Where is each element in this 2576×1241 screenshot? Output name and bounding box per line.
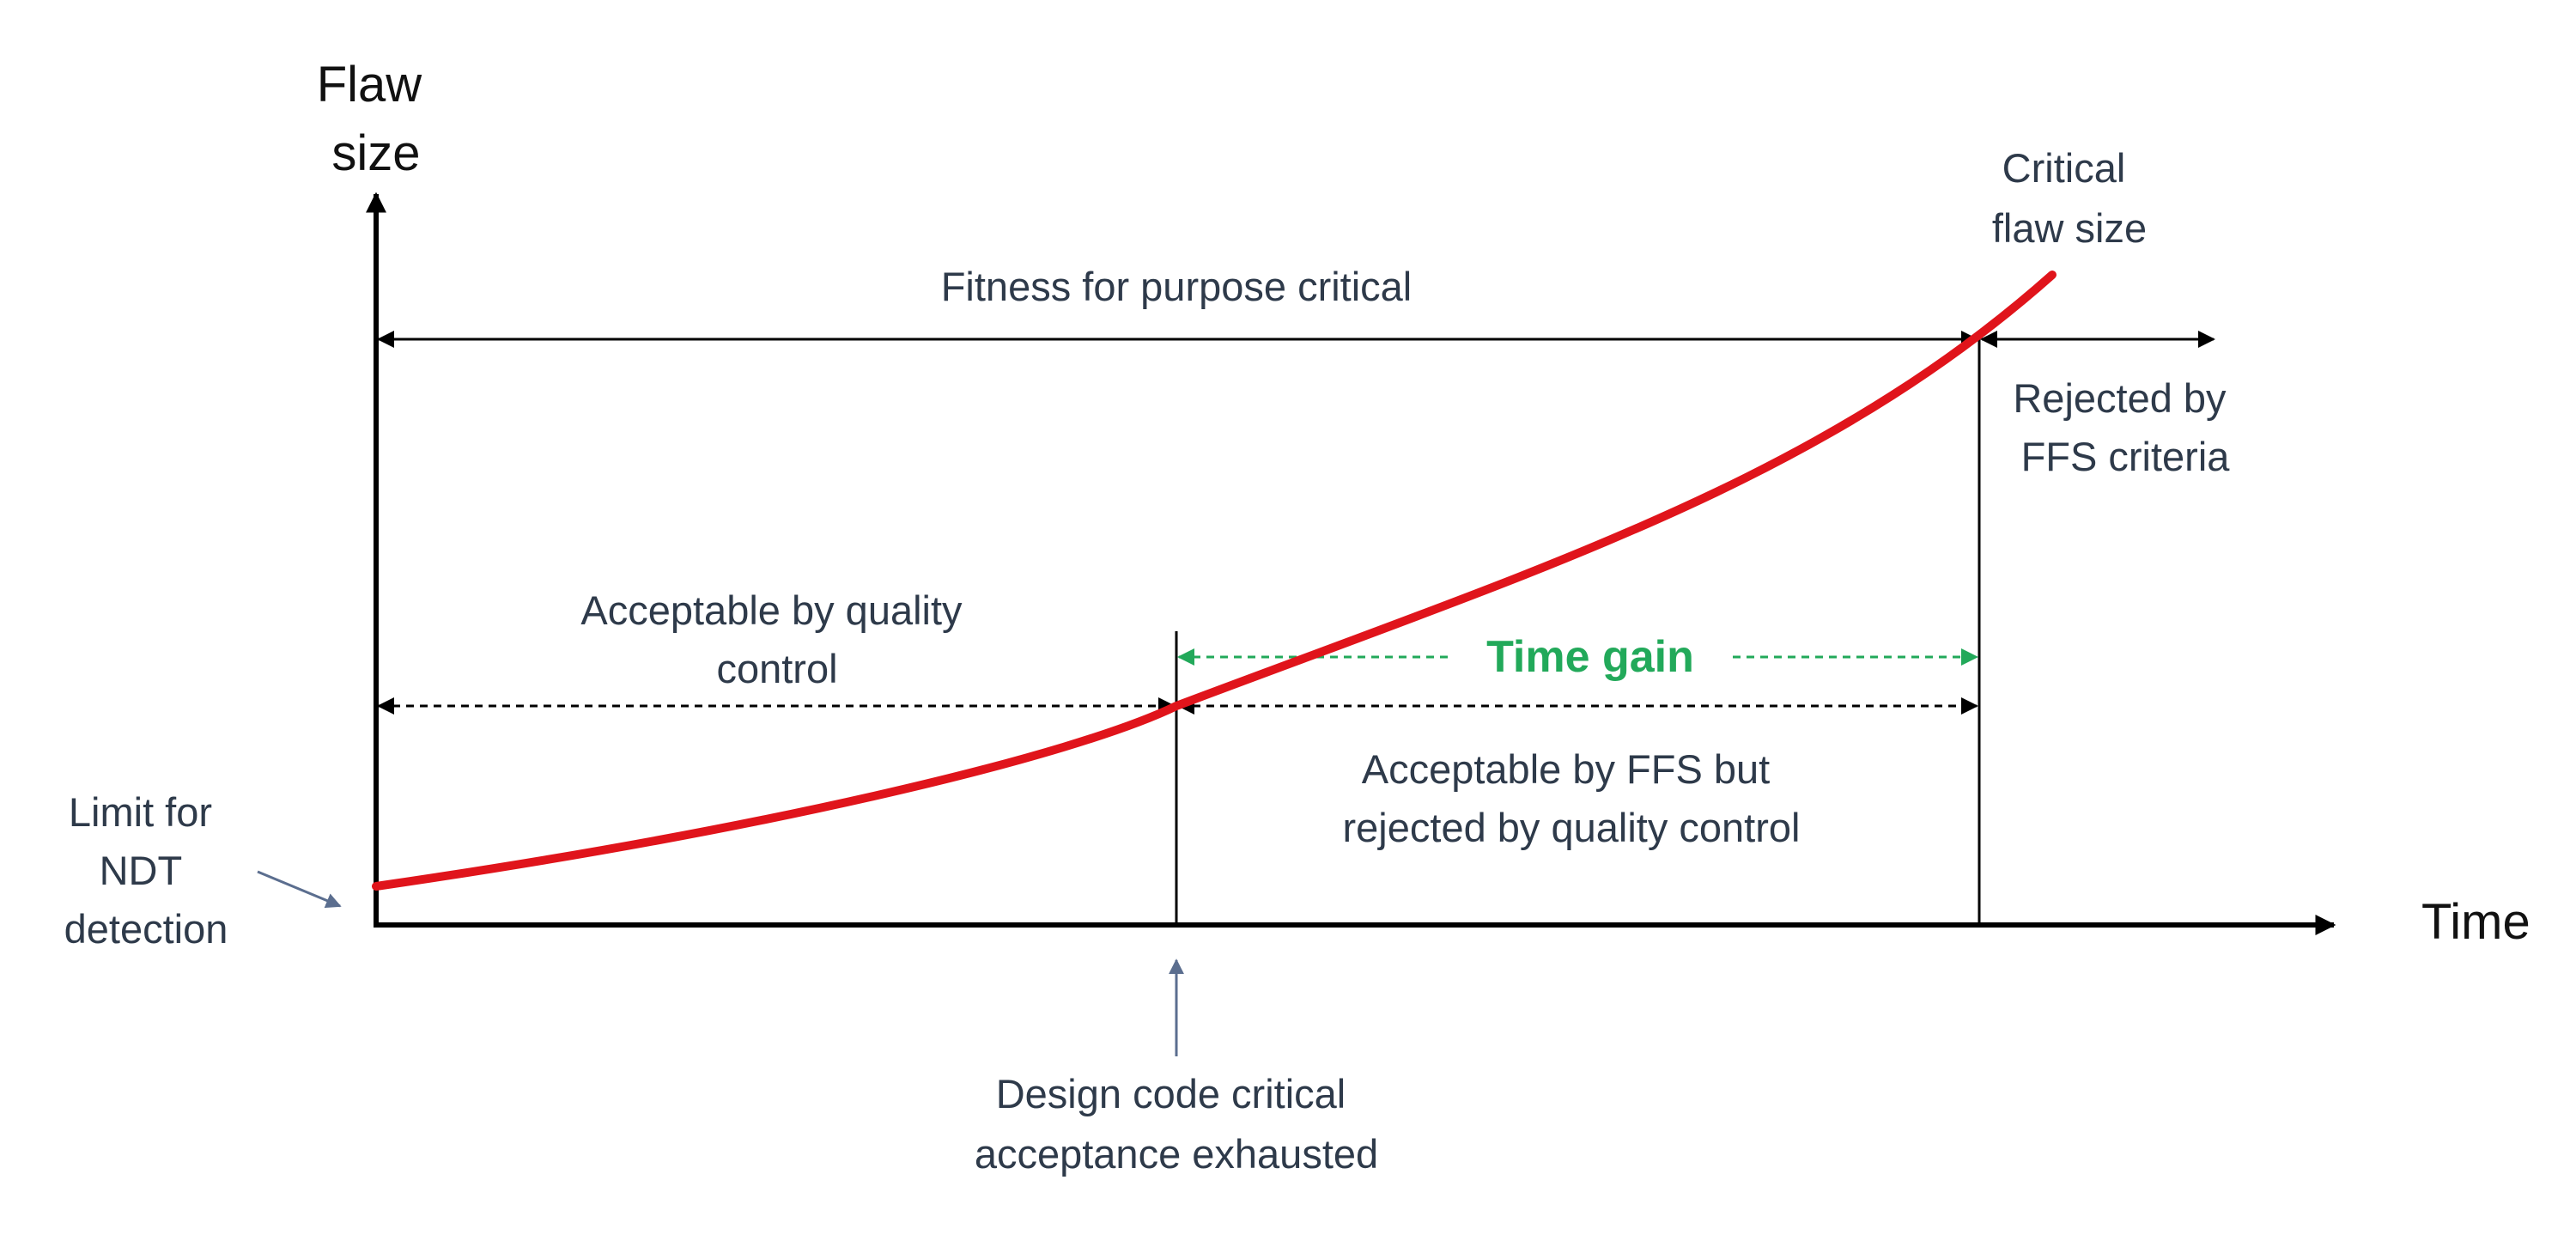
flaw-growth-curve [372,271,2057,891]
ndt-limit-label: Limit for NDT detection [64,789,228,952]
x-axis-label: Time [2421,894,2530,950]
acceptable-ffs-label: Acceptable by FFS but rejected by qualit… [1343,746,1801,850]
acceptable-qc-label: Acceptable by quality control [580,587,973,691]
critical-flaw-size-label: Critical flaw size [1992,145,2147,251]
y-axis-label: Flaw size [317,57,436,181]
rejected-ffs-label: Rejected by FFS criteria [2013,375,2237,479]
design-code-label: Design code critical acceptance exhauste… [975,1071,1378,1177]
time-gain-label: Time gain [1486,632,1694,682]
ndt-limit-pointer-arrow [257,870,342,909]
ffs-critical-label: Fitness for purpose critical [941,264,1413,309]
